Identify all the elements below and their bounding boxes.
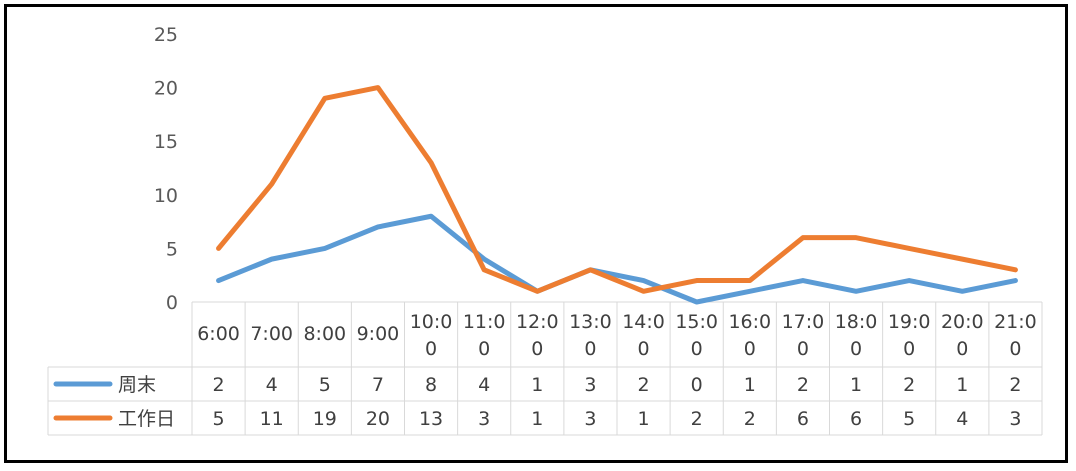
x-tick-label: 16:0: [728, 311, 771, 333]
data-table-value: 13: [419, 408, 443, 430]
x-tick-label: 13:0: [569, 311, 612, 333]
x-tick-label: 11:0: [463, 311, 506, 333]
series-line-1: [216, 85, 1018, 294]
data-table-value: 5: [213, 408, 225, 430]
data-table-value: 8: [425, 374, 437, 396]
legend-label: 工作日: [118, 408, 175, 430]
x-tick-label: 0: [744, 338, 756, 360]
y-tick-label: 0: [166, 292, 178, 314]
data-table-value: 4: [266, 374, 278, 396]
x-tick-label: 14:0: [622, 311, 665, 333]
chart-frame: [4, 4, 1068, 463]
x-tick-label: 0: [691, 338, 703, 360]
data-table-value: 1: [956, 374, 968, 396]
y-tick-label: 25: [154, 24, 178, 46]
data-table-value: 2: [797, 374, 809, 396]
data-table-value: 1: [638, 408, 650, 430]
x-tick-label: 20:0: [941, 311, 984, 333]
legend-label: 周末: [118, 374, 156, 396]
data-table-value: 2: [213, 374, 225, 396]
x-tick-label: 0: [478, 338, 490, 360]
x-tick-label: 7:00: [250, 323, 293, 345]
x-tick-label: 0: [903, 338, 915, 360]
x-tick-label: 0: [531, 338, 543, 360]
x-tick-label: 0: [1009, 338, 1021, 360]
x-tick-label: 18:0: [835, 311, 878, 333]
data-table-value: 3: [478, 408, 490, 430]
data-table-value: 19: [313, 408, 337, 430]
data-table-value: 3: [584, 374, 596, 396]
data-table-value: 3: [1009, 408, 1021, 430]
y-tick-label: 15: [154, 131, 178, 153]
x-tick-label: 15:0: [675, 311, 718, 333]
data-table-value: 6: [850, 408, 862, 430]
data-table-value: 1: [850, 374, 862, 396]
x-tick-label: 0: [956, 338, 968, 360]
x-tick-label: 17:0: [782, 311, 825, 333]
y-tick-label: 10: [154, 185, 178, 207]
data-table-value: 5: [319, 374, 331, 396]
x-tick-label: 10:0: [410, 311, 453, 333]
x-tick-label: 0: [638, 338, 650, 360]
data-table-value: 1: [531, 408, 543, 430]
x-tick-label: 8:00: [303, 323, 346, 345]
data-table-value: 4: [478, 374, 490, 396]
data-table-value: 1: [531, 374, 543, 396]
x-tick-label: 0: [584, 338, 596, 360]
data-table-value: 2: [903, 374, 915, 396]
data-table-value: 3: [584, 408, 596, 430]
x-tick-label: 0: [850, 338, 862, 360]
x-tick-label: 0: [797, 338, 809, 360]
data-table-value: 20: [366, 408, 390, 430]
x-tick-label: 19:0: [888, 311, 931, 333]
data-table-value: 0: [691, 374, 703, 396]
data-table-value: 2: [691, 408, 703, 430]
data-table-value: 2: [1009, 374, 1021, 396]
x-tick-label: 12:0: [516, 311, 559, 333]
data-table-value: 6: [797, 408, 809, 430]
x-tick-label: 0: [425, 338, 437, 360]
data-table-value: 11: [260, 408, 284, 430]
y-tick-label: 5: [166, 238, 178, 260]
data-table-value: 1: [744, 374, 756, 396]
x-tick-label: 6:00: [197, 323, 240, 345]
series-line-0: [216, 213, 1018, 305]
x-tick-label: 21:0: [994, 311, 1037, 333]
x-tick-label: 9:00: [357, 323, 400, 345]
data-table-value: 7: [372, 374, 384, 396]
data-table-value: 2: [744, 408, 756, 430]
data-table-value: 4: [956, 408, 968, 430]
data-table-value: 5: [903, 408, 915, 430]
y-tick-label: 20: [154, 78, 178, 100]
data-table-value: 2: [638, 374, 650, 396]
